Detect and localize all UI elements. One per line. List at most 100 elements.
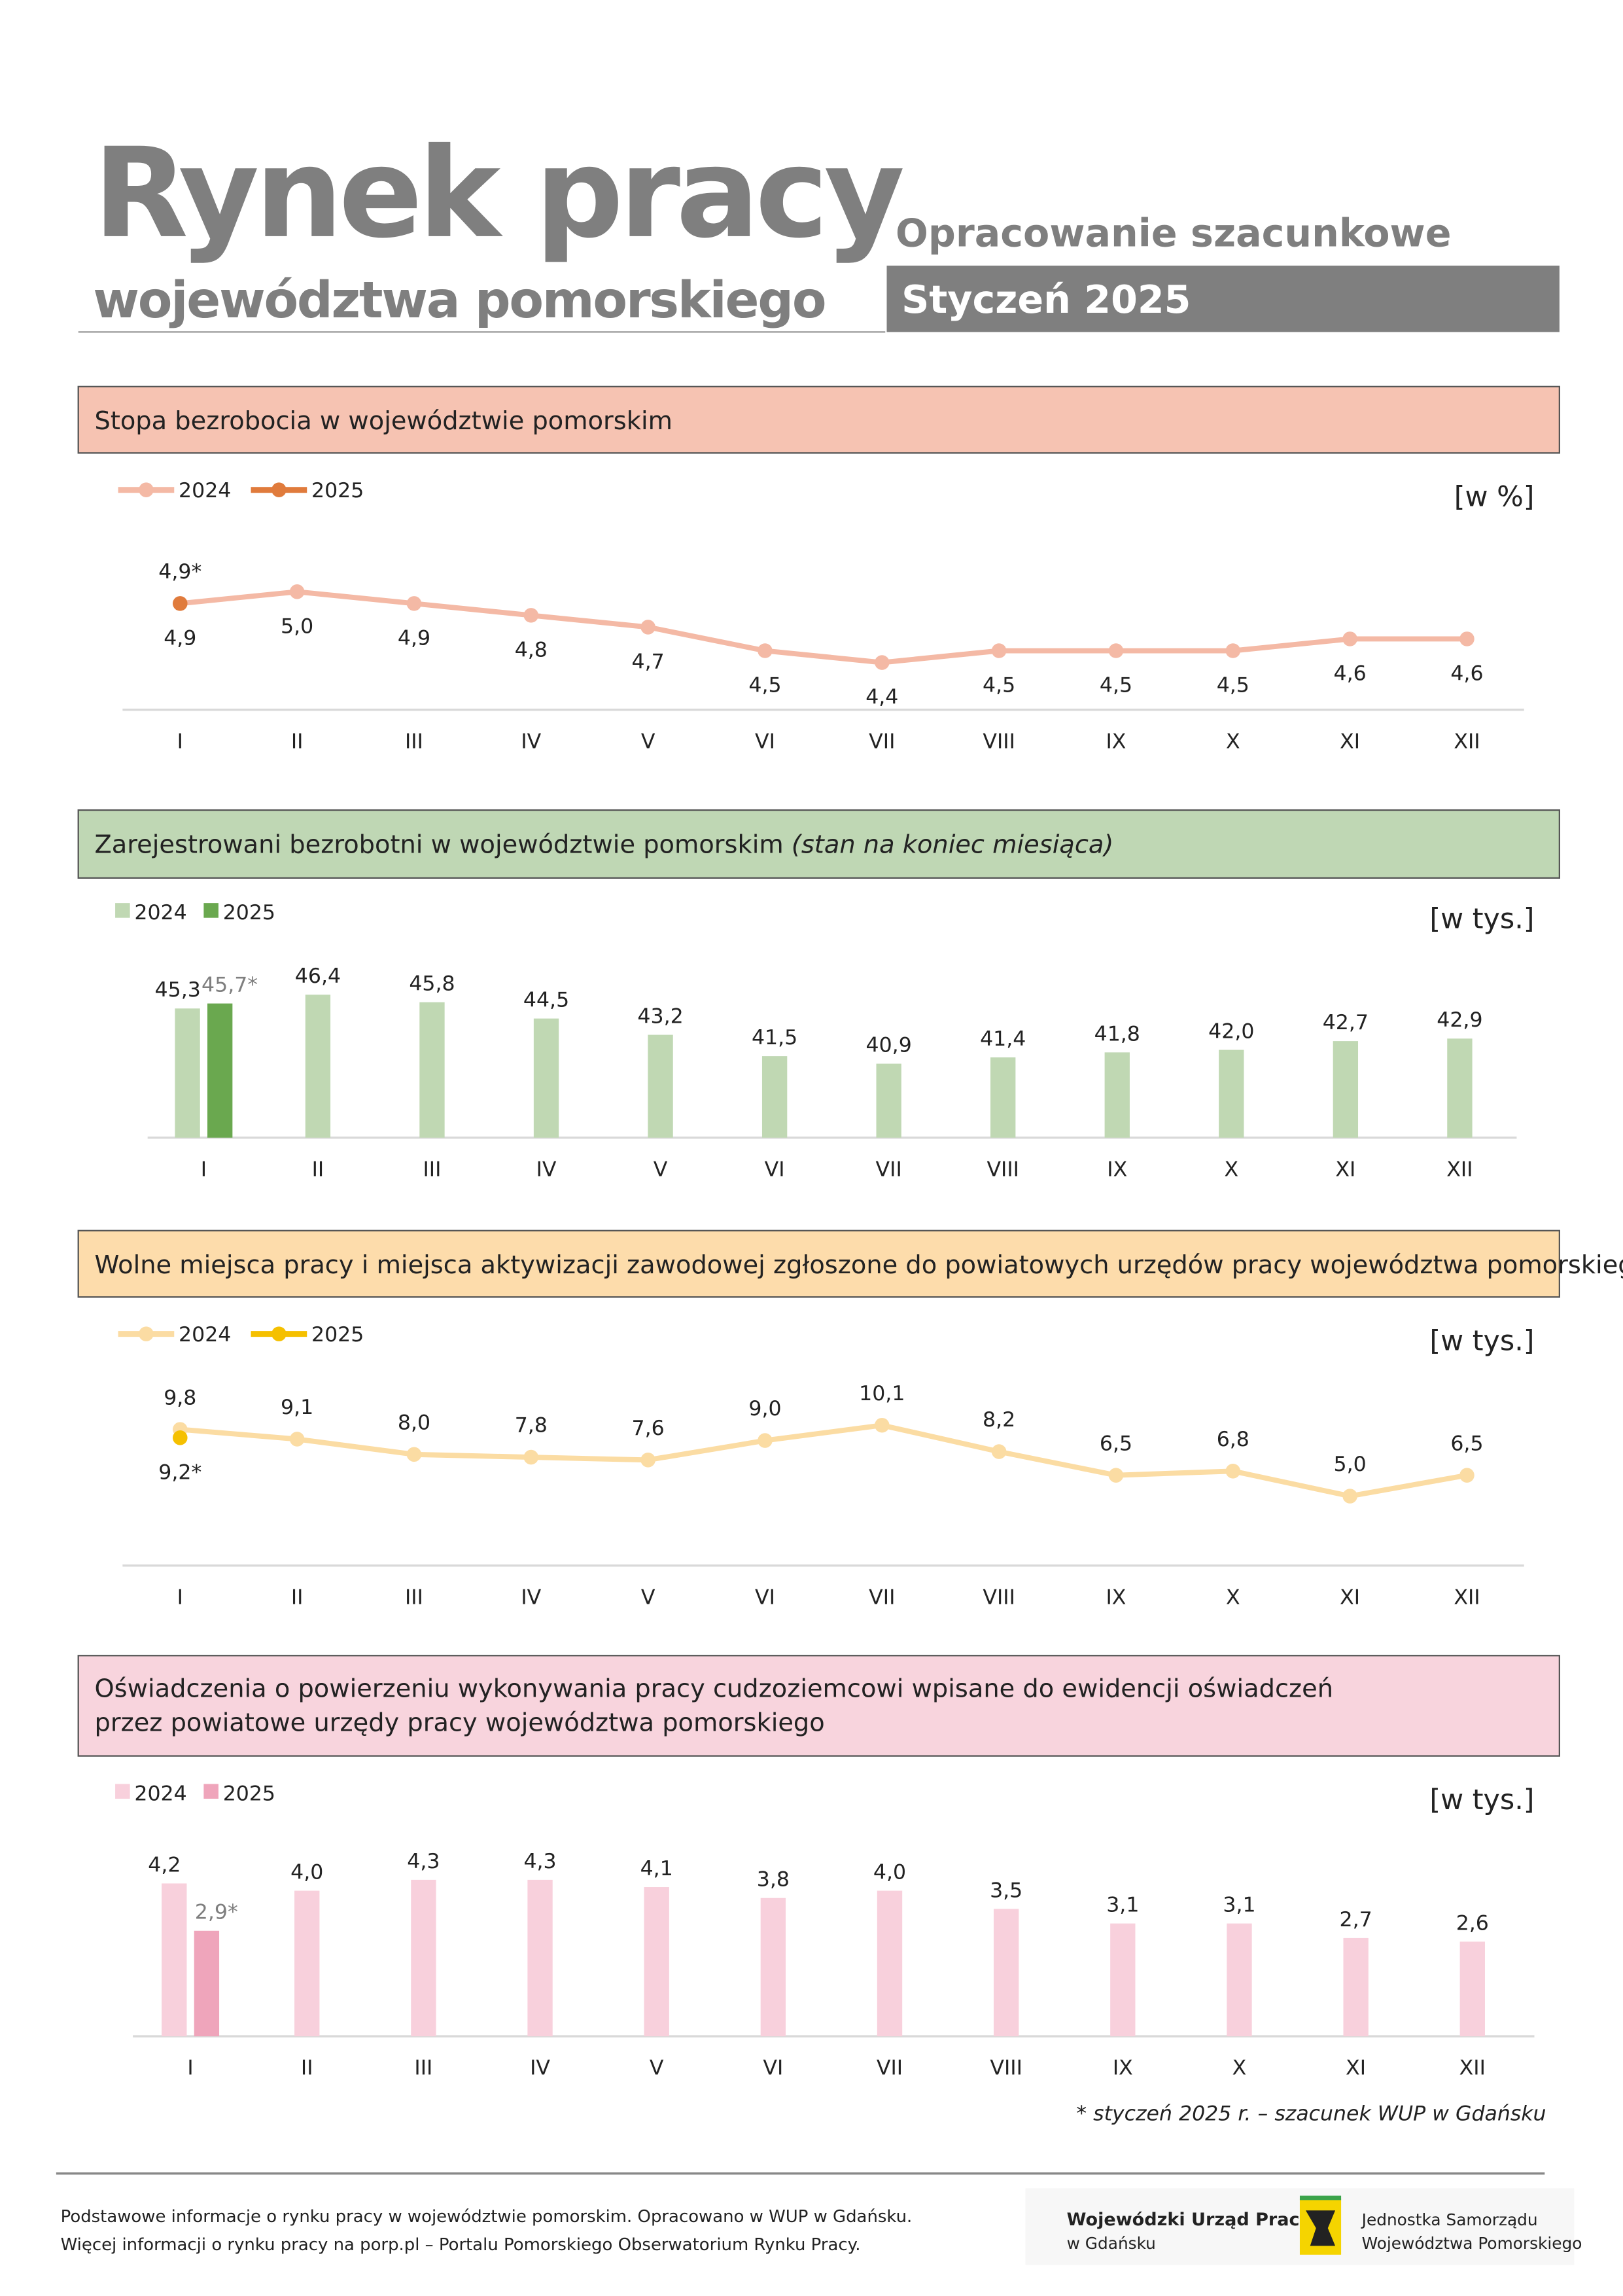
x-tick-label: XII: [1454, 730, 1480, 753]
data-label: 4,6: [1334, 662, 1367, 686]
data-label: 5,0: [1334, 1453, 1367, 1476]
x-tick-label: XI: [1346, 2057, 1366, 2080]
point: [173, 1430, 188, 1445]
line: [179, 589, 1467, 665]
bar: [994, 1909, 1019, 2037]
chart-title: Wolne miejsca pracy i miejsca aktywizacj…: [95, 1250, 1623, 1280]
data-label: 4,9: [398, 626, 430, 650]
x-tick-label: I: [177, 1585, 183, 1609]
x-tick-label: II: [291, 730, 304, 753]
data-label: 4,5: [1217, 674, 1249, 698]
footnote: * styczeń 2025 r. – szacunek WUP w Gdańs…: [1076, 2102, 1546, 2126]
logo-text: Jednostka Samorządu: [1361, 2210, 1538, 2229]
data-label: 45,8: [409, 972, 455, 996]
legend-label: 2024: [134, 901, 186, 925]
x-tick-label: VI: [755, 730, 775, 753]
data-label: 4,3: [407, 1850, 440, 1873]
data-label: 41,8: [1094, 1022, 1140, 1046]
data-label: 41,5: [752, 1026, 797, 1050]
data-label: 2,9*: [195, 1901, 238, 1924]
bar: [648, 1034, 673, 1138]
bar: [760, 1898, 786, 2037]
x-tick-label: IX: [1113, 2057, 1133, 2080]
x-tick-label: VIII: [990, 2057, 1022, 2080]
x-tick-label: VII: [869, 1585, 895, 1609]
legend-label: 2025: [311, 1323, 364, 1347]
x-tick-label: VI: [755, 1585, 775, 1609]
data-label: 42,9: [1437, 1008, 1482, 1032]
bar: [175, 1008, 200, 1138]
logo-icon: [1305, 2210, 1336, 2246]
point: [640, 620, 655, 635]
data-label: 9,8: [164, 1386, 196, 1409]
data-label: 40,9: [866, 1034, 912, 1057]
data-label: 3,5: [990, 1879, 1022, 1902]
x-tick-label: III: [405, 1585, 423, 1609]
point: [289, 584, 305, 599]
x-tick-label: II: [312, 1157, 324, 1181]
x-tick-label: XI: [1340, 1585, 1360, 1609]
unit-label: [w tys.]: [1429, 902, 1534, 935]
data-label: 9,2*: [158, 1460, 201, 1484]
bar: [1110, 1923, 1136, 2037]
logo-text: Województwa Pomorskiego: [1362, 2234, 1582, 2253]
x-tick-label: V: [641, 1585, 655, 1609]
legend-swatch: [115, 903, 130, 918]
bar: [207, 1003, 233, 1138]
subtitle: województwa pomorskiego: [93, 272, 825, 330]
x-tick-label: VIII: [983, 730, 1015, 753]
data-label: 4,5: [1100, 674, 1132, 698]
data-label: 4,1: [640, 1857, 673, 1881]
logo-text: Wojewódzki Urząd Pracy: [1067, 2210, 1312, 2230]
point: [1459, 1468, 1475, 1483]
point: [758, 643, 773, 658]
x-tick-label: X: [1232, 2057, 1247, 2080]
legend-label: 2025: [223, 901, 275, 925]
point: [875, 1417, 890, 1433]
x-tick-label: IX: [1106, 1585, 1126, 1609]
x-tick-label: XII: [1454, 1585, 1480, 1609]
data-label: 4,5: [983, 674, 1015, 698]
x-tick-label: V: [641, 730, 655, 753]
data-label: 9,1: [281, 1396, 313, 1419]
point: [1225, 643, 1241, 658]
x-tick-label: XII: [1446, 1157, 1473, 1181]
point: [406, 596, 422, 611]
legend-label: 2024: [179, 479, 231, 503]
point: [173, 596, 188, 611]
data-label: 3,8: [757, 1868, 790, 1892]
point: [523, 608, 539, 623]
point: [1225, 1464, 1241, 1479]
x-tick-label: III: [405, 730, 423, 753]
point: [991, 1444, 1007, 1459]
point: [991, 643, 1007, 658]
bar: [1447, 1038, 1473, 1138]
legend-swatch: [203, 1784, 218, 1799]
x-tick-label: X: [1226, 730, 1240, 753]
unit-label: [w tys.]: [1429, 1784, 1534, 1816]
point: [875, 655, 890, 670]
footer-text: Więcej informacji o rynku pracy na porp.…: [61, 2235, 861, 2255]
data-label: 4,7: [632, 650, 665, 674]
legend-swatch: [139, 482, 154, 497]
data-label: 4,8: [515, 639, 548, 662]
unit-label: [w %]: [1454, 481, 1535, 514]
data-label: 4,5: [748, 674, 781, 698]
bar: [1333, 1041, 1359, 1138]
data-label: 7,8: [515, 1414, 548, 1438]
x-tick-label: III: [414, 2057, 432, 2080]
logo-text: w Gdańsku: [1067, 2234, 1156, 2253]
chart-title-text: Stopa bezrobocia w województwie pomorski…: [95, 406, 672, 436]
point: [1342, 631, 1357, 646]
x-tick-label: VIII: [983, 1585, 1015, 1609]
x-tick-label: I: [187, 2057, 193, 2080]
x-tick-label: VII: [869, 730, 895, 753]
x-tick-label: IX: [1107, 1157, 1127, 1181]
period: Styczeń 2025: [901, 277, 1191, 322]
data-label: 4,6: [1450, 662, 1483, 686]
data-label: 4,9*: [158, 560, 201, 584]
point: [640, 1453, 655, 1468]
x-tick-label: VIII: [986, 1157, 1019, 1181]
data-label: 8,0: [398, 1411, 430, 1434]
